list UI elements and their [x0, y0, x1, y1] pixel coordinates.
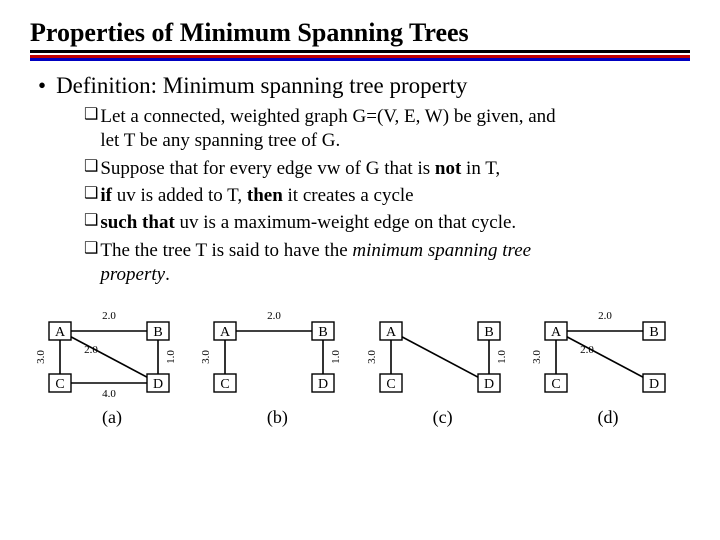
svg-text:3.0: 3.0: [35, 350, 47, 364]
text: in T,: [461, 158, 500, 179]
text-bold: not: [435, 158, 461, 179]
text: Suppose that for every edge vw of G that…: [100, 158, 435, 179]
sub-item: ❑ such that uv is a maximum-weight edge …: [84, 211, 680, 235]
svg-text:A: A: [55, 325, 66, 340]
svg-text:2.0: 2.0: [102, 310, 116, 322]
graph-label: (d): [597, 407, 618, 428]
svg-text:3.0: 3.0: [200, 350, 212, 364]
graph-label: (c): [433, 407, 453, 428]
svg-text:4.0: 4.0: [102, 388, 116, 399]
text-bold: then: [247, 185, 283, 206]
text-italic: property: [100, 264, 165, 285]
sub-text: Let a connected, weighted graph G=(V, E,…: [100, 105, 555, 154]
sub-text: if uv is added to T, then it creates a c…: [100, 184, 413, 208]
sub-item: ❑ if uv is added to T, then it creates a…: [84, 184, 680, 208]
svg-text:A: A: [551, 325, 562, 340]
svg-text:B: B: [153, 325, 162, 340]
sub-list: ❑ Let a connected, weighted graph G=(V, …: [84, 105, 680, 287]
text: it creates a cycle: [283, 185, 414, 206]
sub-item: ❑ The the tree T is said to have the min…: [84, 239, 680, 288]
svg-text:D: D: [318, 377, 328, 392]
title-underline: [30, 50, 690, 53]
svg-text:1.0: 1.0: [165, 350, 177, 364]
main-bullet: • Definition: Minimum spanning tree prop…: [38, 73, 690, 99]
svg-text:C: C: [55, 377, 64, 392]
q-bullet-icon: ❑: [84, 157, 98, 181]
svg-text:C: C: [386, 377, 395, 392]
text-bold: such that: [100, 212, 174, 233]
sub-item: ❑ Let a connected, weighted graph G=(V, …: [84, 105, 680, 154]
svg-text:1.0: 1.0: [330, 350, 342, 364]
svg-text:3.0: 3.0: [366, 350, 378, 364]
svg-text:C: C: [221, 377, 230, 392]
svg-text:C: C: [551, 377, 560, 392]
sub-item: ❑ Suppose that for every edge vw of G th…: [84, 157, 680, 181]
slide-title: Properties of Minimum Spanning Trees: [30, 18, 690, 48]
sub-text: Suppose that for every edge vw of G that…: [100, 157, 500, 181]
blue-divider: [30, 58, 690, 61]
text-italic: minimum spanning tree: [352, 240, 531, 261]
sub-text: such that uv is a maximum-weight edge on…: [100, 211, 516, 235]
svg-text:2.0: 2.0: [598, 310, 612, 322]
graphs-row: A B C D 2.0 3.0 2.0 1.0 4.0 (a) A B C D 2.0 3.0 1…: [30, 309, 690, 428]
q-bullet-icon: ❑: [84, 105, 98, 154]
graph-d: A B C D 2.0 3.0 2.0 (d): [530, 309, 686, 428]
q-bullet-icon: ❑: [84, 211, 98, 235]
svg-text:2.0: 2.0: [267, 310, 281, 322]
svg-text:A: A: [386, 325, 397, 340]
svg-text:B: B: [649, 325, 658, 340]
svg-text:2.0: 2.0: [84, 344, 98, 356]
graph-b: A B C D 2.0 3.0 1.0 (b): [199, 309, 355, 428]
q-bullet-icon: ❑: [84, 184, 98, 208]
svg-text:D: D: [649, 377, 659, 392]
text: uv is added to T,: [112, 185, 247, 206]
q-bullet-icon: ❑: [84, 239, 98, 288]
svg-text:1.0: 1.0: [496, 350, 508, 364]
bullet-dot: •: [38, 73, 46, 99]
svg-text:D: D: [484, 377, 494, 392]
text: .: [165, 264, 170, 285]
svg-text:B: B: [484, 325, 493, 340]
svg-text:A: A: [220, 325, 231, 340]
svg-text:B: B: [319, 325, 328, 340]
graph-label: (a): [102, 407, 122, 428]
svg-text:2.0: 2.0: [580, 344, 594, 356]
text-bold: if: [100, 185, 112, 206]
main-bullet-text: Definition: Minimum spanning tree proper…: [56, 73, 467, 99]
svg-text:D: D: [153, 377, 163, 392]
text: uv is a maximum-weight edge on that cycl…: [175, 212, 516, 233]
graph-a: A B C D 2.0 3.0 2.0 1.0 4.0 (a): [34, 309, 190, 428]
graph-c: A B C D 3.0 1.0 (c): [365, 309, 521, 428]
graph-label: (b): [267, 407, 288, 428]
sub-text: The the tree T is said to have the minim…: [100, 239, 531, 288]
text: let T be any spanning tree of G.: [100, 130, 340, 151]
text: The the tree T is said to have the: [100, 240, 352, 261]
text: Let a connected, weighted graph G=(V, E,…: [100, 106, 555, 127]
svg-text:3.0: 3.0: [531, 350, 543, 364]
